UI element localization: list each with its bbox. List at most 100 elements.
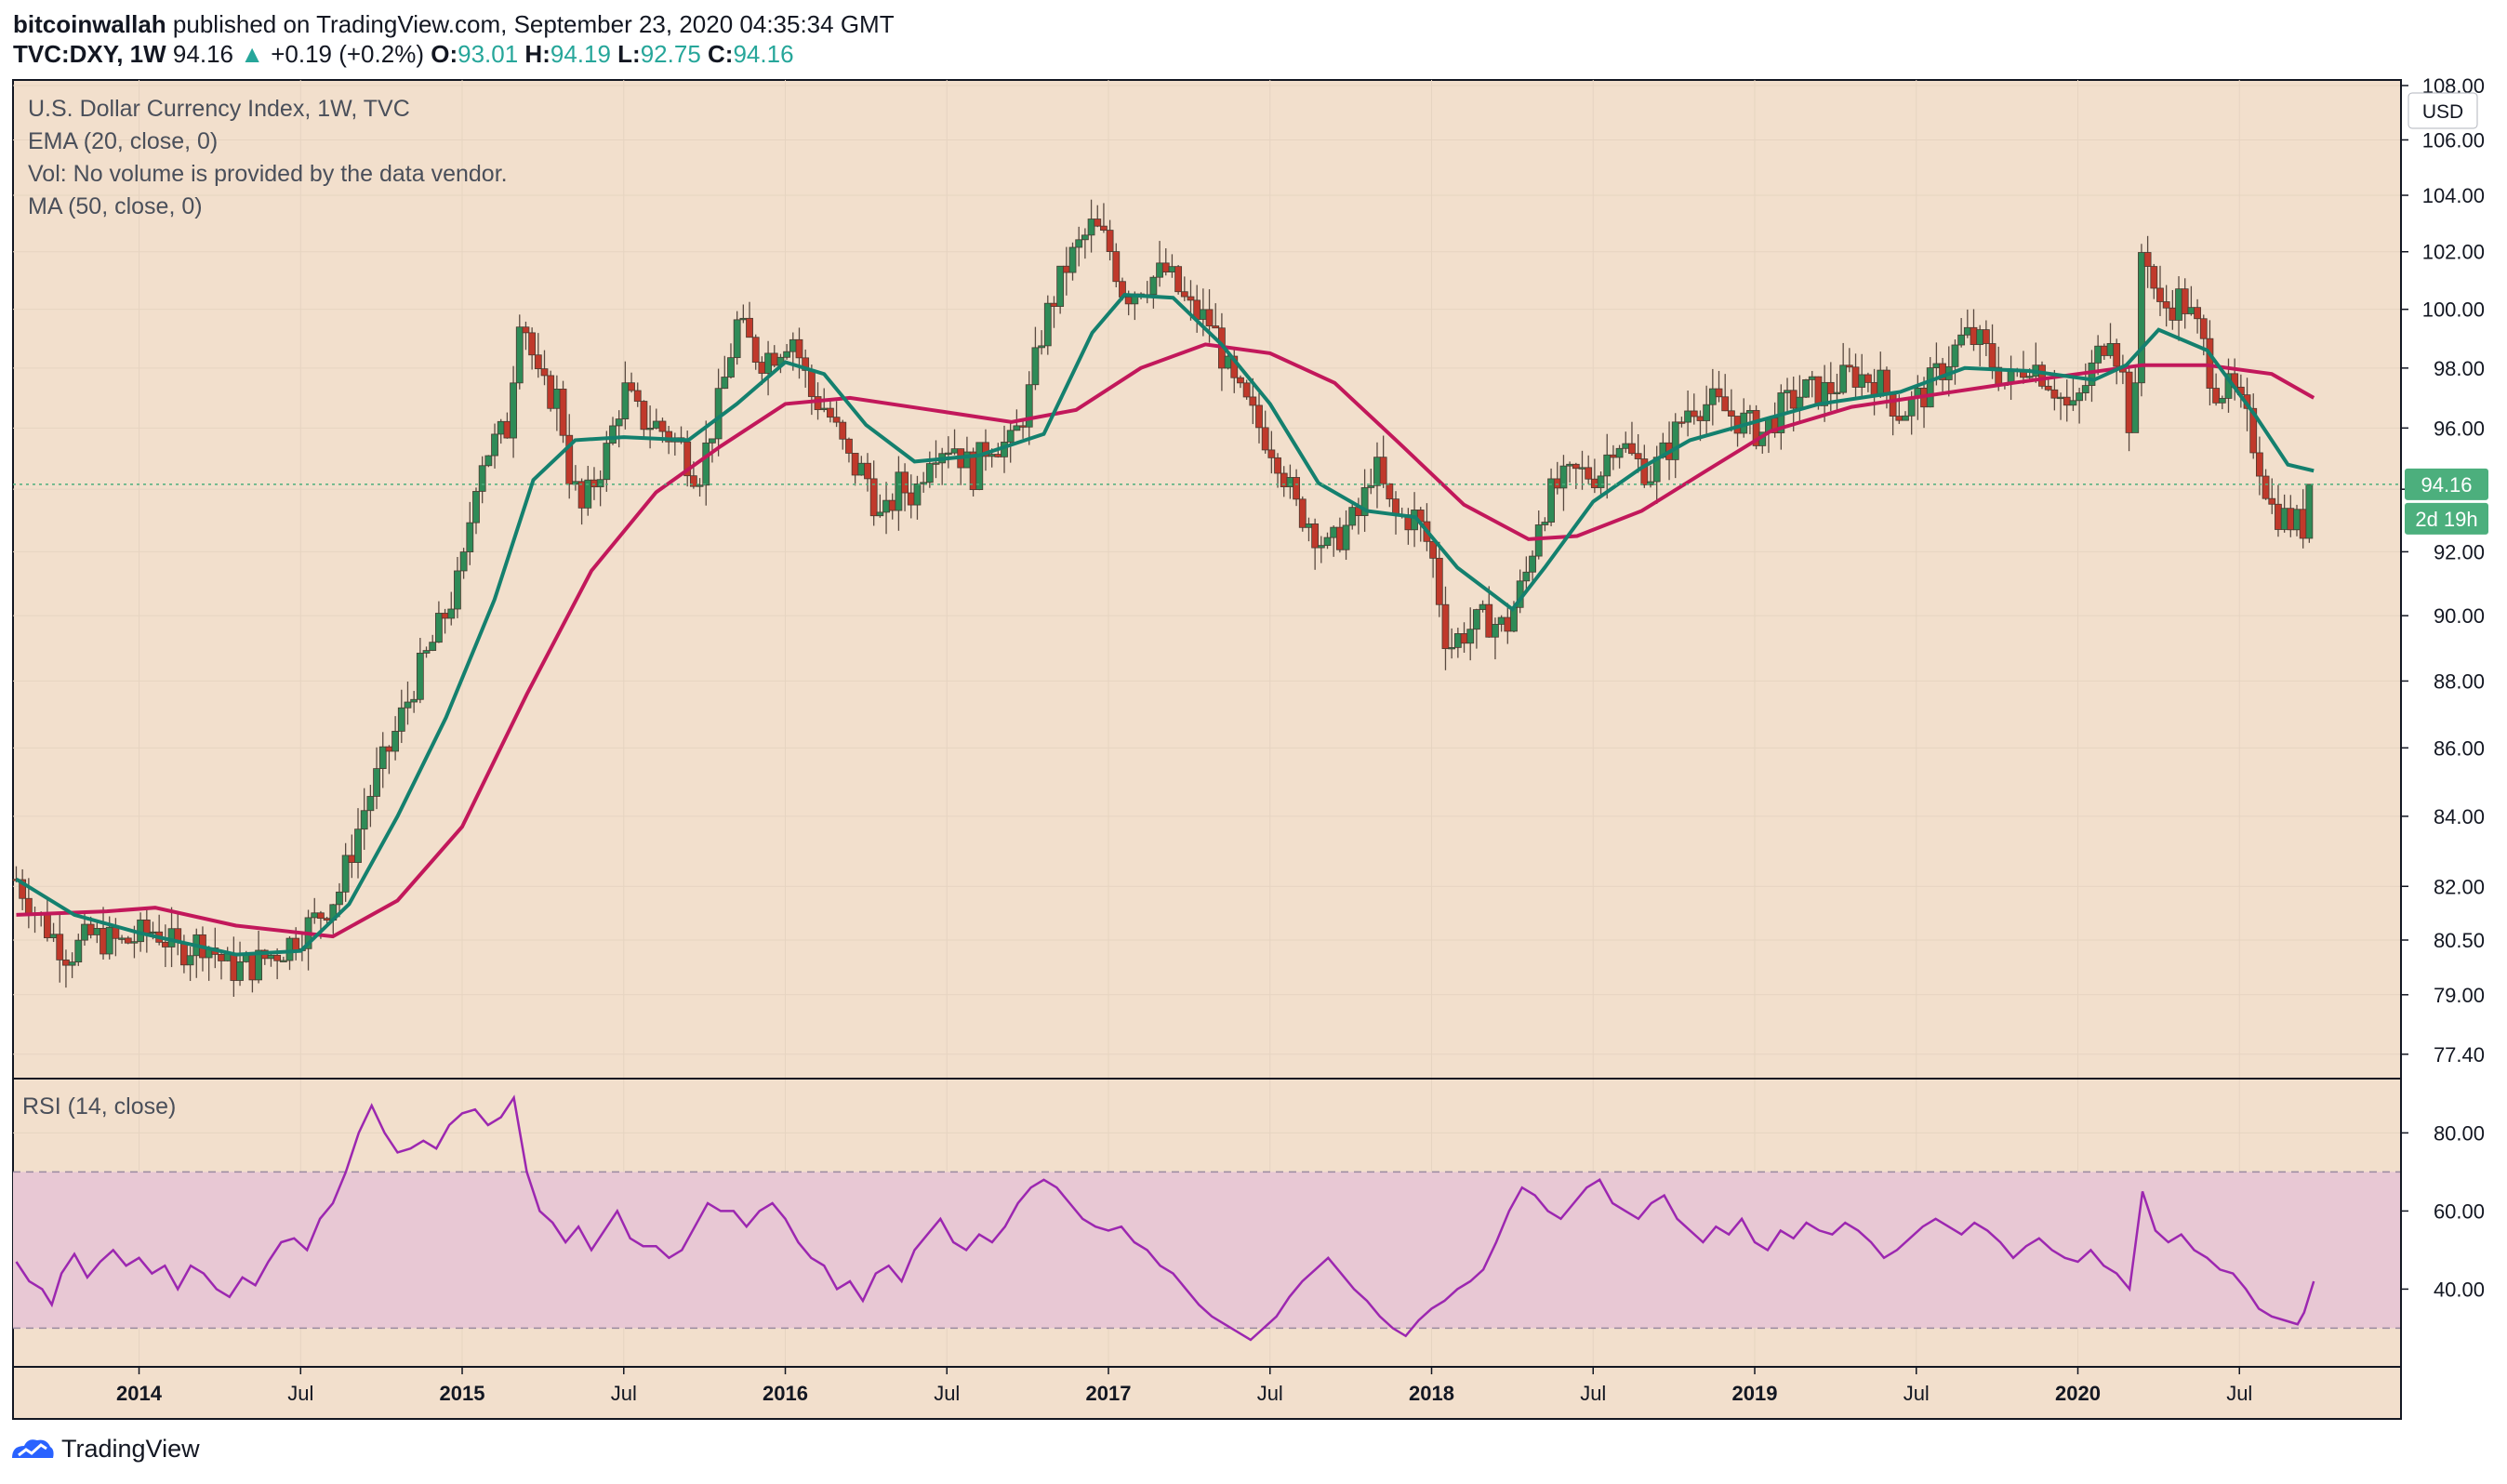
candle-down bbox=[1690, 410, 1698, 417]
candle-up bbox=[2218, 398, 2226, 404]
candle-down bbox=[323, 918, 331, 921]
candle-up bbox=[68, 961, 76, 966]
candle-up bbox=[2175, 288, 2182, 321]
candle-up bbox=[49, 934, 58, 939]
candle-up bbox=[1703, 404, 1711, 421]
candle-up bbox=[1317, 545, 1325, 549]
currency-badge[interactable] bbox=[2408, 92, 2478, 129]
candle-down bbox=[1585, 467, 1593, 480]
candle-up bbox=[2094, 345, 2102, 364]
candle-down bbox=[1628, 443, 1636, 455]
candle-up bbox=[920, 482, 928, 484]
legend-ma[interactable]: MA (50, close, 0) bbox=[28, 193, 203, 219]
chart-legend: U.S. Dollar Currency Index, 1W, TVC EMA … bbox=[28, 93, 508, 223]
candle-down bbox=[56, 934, 64, 961]
candle-down bbox=[2125, 371, 2133, 433]
candle-down bbox=[1883, 369, 1890, 395]
candle-down bbox=[1752, 410, 1760, 446]
candle-down bbox=[19, 879, 27, 899]
legend-ema[interactable]: EMA (20, close, 0) bbox=[28, 128, 219, 154]
candle-down bbox=[1112, 251, 1121, 283]
candle-down bbox=[1504, 616, 1512, 632]
brand-name[interactable]: TradingView bbox=[61, 1434, 200, 1463]
rsi-legend[interactable]: RSI (14, close) bbox=[22, 1093, 177, 1120]
candle-up bbox=[2081, 385, 2089, 393]
candle-up bbox=[584, 479, 592, 509]
triangle-up-icon: ▲ bbox=[240, 40, 264, 68]
candles bbox=[12, 199, 2314, 997]
candle-up bbox=[1963, 326, 1971, 336]
candle-down bbox=[2194, 307, 2201, 320]
candle-up bbox=[789, 338, 797, 352]
candle-up bbox=[373, 768, 380, 797]
candle-down bbox=[2044, 385, 2052, 391]
candle-down bbox=[559, 389, 567, 436]
candle-down bbox=[43, 914, 51, 939]
candle-down bbox=[547, 375, 555, 409]
candle-up bbox=[285, 937, 294, 961]
candle-up bbox=[410, 698, 418, 703]
candle-up bbox=[149, 931, 157, 934]
candle-up bbox=[1199, 309, 1207, 320]
candle-down bbox=[522, 326, 530, 334]
open-label: O: bbox=[431, 40, 458, 68]
candle-up bbox=[1907, 397, 1916, 417]
candle-up bbox=[721, 377, 729, 390]
candle-up bbox=[2076, 392, 2084, 402]
time-tick-label: 2015 bbox=[440, 1382, 485, 1405]
candle-down bbox=[2169, 307, 2177, 321]
price-axis[interactable]: 108.00106.00104.00102.00100.0098.0096.00… bbox=[2401, 74, 2485, 1067]
candle-down bbox=[1255, 404, 1263, 429]
time-axis[interactable]: 2014 Jul 2015 Jul 2016 Jul 2017 Jul 2018 Jul 2019 J… bbox=[116, 1367, 2252, 1405]
candle-up bbox=[1559, 465, 1568, 489]
countdown-tag-label: 2d 19h bbox=[2415, 508, 2477, 531]
candle-down bbox=[1610, 454, 1617, 458]
candle-up bbox=[882, 499, 890, 513]
price-tick-label: 79.00 bbox=[2434, 984, 2485, 1007]
candle-down bbox=[1267, 449, 1276, 458]
candle-up bbox=[2057, 396, 2064, 400]
candle-up bbox=[279, 960, 287, 962]
candle-down bbox=[534, 354, 542, 370]
candle-down bbox=[1715, 388, 1723, 398]
candle-down bbox=[1379, 457, 1387, 484]
candle-up bbox=[454, 570, 461, 610]
candle-up bbox=[472, 491, 480, 523]
candle-down bbox=[1187, 296, 1195, 301]
legend-vol[interactable]: Vol: No volume is provided by the data v… bbox=[28, 161, 508, 187]
candle-down bbox=[1392, 498, 1399, 515]
candle-down bbox=[1435, 557, 1443, 605]
candle-down bbox=[1678, 421, 1686, 424]
time-tick-label: Jul bbox=[2226, 1382, 2252, 1405]
candle-up bbox=[1360, 487, 1369, 516]
candle-down bbox=[1242, 382, 1251, 398]
candle-up bbox=[2280, 508, 2288, 530]
candle-down bbox=[1640, 458, 1649, 485]
candle-up bbox=[1578, 467, 1586, 470]
legend-title[interactable]: U.S. Dollar Currency Index, 1W, TVC bbox=[28, 96, 410, 122]
candle-down bbox=[1205, 309, 1214, 326]
candle-up bbox=[105, 926, 113, 955]
candle-up bbox=[1068, 246, 1077, 273]
candle-down bbox=[99, 928, 107, 955]
candle-down bbox=[2299, 509, 2307, 539]
candle-down bbox=[1727, 410, 1735, 417]
candle-up bbox=[1492, 624, 1499, 638]
tradingview-logo-icon bbox=[12, 1439, 54, 1458]
candle-up bbox=[186, 955, 194, 966]
candle-up bbox=[497, 420, 505, 435]
candle-up bbox=[857, 462, 866, 476]
candle-up bbox=[876, 511, 884, 517]
author-name[interactable]: bitcoinwallah bbox=[13, 10, 166, 38]
candle-down bbox=[807, 369, 816, 397]
candle-up bbox=[515, 326, 524, 384]
candle-down bbox=[1124, 297, 1133, 305]
rsi-axis[interactable]: 80.00 60.00 40.00 bbox=[2401, 1121, 2485, 1301]
candle-up bbox=[733, 319, 741, 359]
price-tick-label: 96.00 bbox=[2434, 417, 2485, 440]
candle-up bbox=[652, 420, 660, 429]
candle-up bbox=[1671, 421, 1679, 460]
ema-20-line bbox=[15, 293, 2315, 957]
candle-up bbox=[416, 653, 424, 700]
